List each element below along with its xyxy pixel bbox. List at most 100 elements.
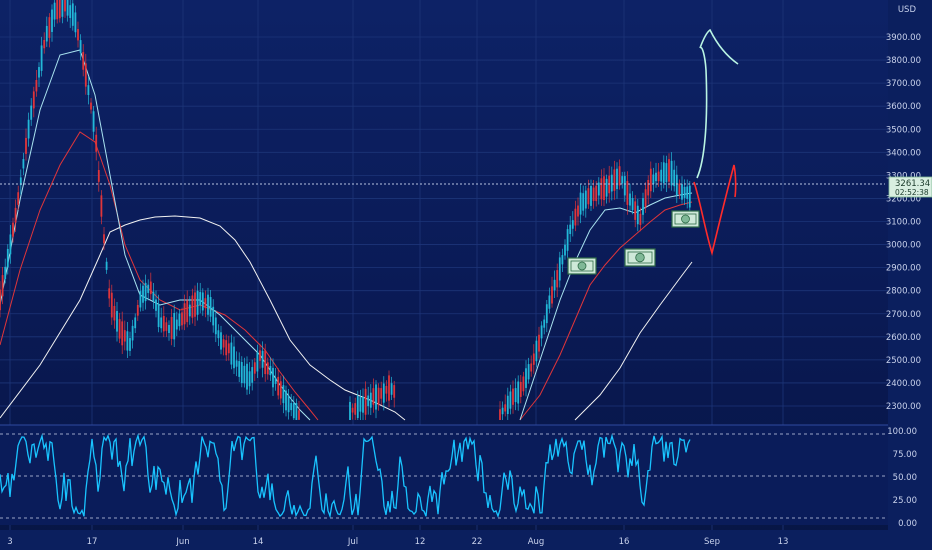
time-tick-label: Aug [528, 537, 545, 547]
price-badge: 3261.34 02:52:38 [888, 176, 932, 198]
candle-body [372, 388, 375, 405]
candle-body [240, 362, 243, 384]
candle-body [214, 317, 217, 335]
candle-body [390, 383, 393, 395]
candle-body [359, 397, 362, 412]
candle-body [551, 286, 553, 304]
candle-body [152, 291, 155, 301]
candle-body [74, 12, 77, 33]
currency-label: USD [898, 5, 917, 15]
candle-body [162, 315, 165, 332]
candle-body [183, 303, 186, 325]
time-tick-label: Jun [175, 537, 189, 547]
candle-body [90, 102, 92, 110]
candle-body [0, 289, 1, 311]
candle-body [35, 79, 38, 92]
candle-body [571, 220, 574, 229]
candle-body [639, 213, 642, 225]
candle-body [175, 319, 178, 330]
candle-body [634, 201, 637, 220]
ma-white-line-right [574, 261, 693, 421]
candle-body [269, 365, 272, 376]
candle-body [45, 25, 48, 42]
candle-body [532, 353, 535, 365]
bill-icon-3 [671, 210, 700, 228]
candle-body [157, 303, 160, 328]
candle-body [584, 190, 587, 209]
ma-light-line-right [519, 192, 693, 421]
user-drawings[interactable] [567, 28, 739, 275]
oscillator-background [0, 425, 888, 525]
candle-body [261, 350, 264, 368]
ma-red-line [0, 131, 319, 421]
candle-body [670, 160, 673, 186]
time-tick-label: 12 [415, 537, 426, 547]
candle-body [295, 403, 298, 420]
oscillator-pane[interactable] [0, 424, 888, 525]
candle-body [605, 178, 608, 197]
candle-body [165, 322, 168, 331]
candle-body [116, 311, 118, 332]
candle-body [147, 284, 150, 293]
candle-body [636, 205, 639, 225]
candle-body [43, 39, 46, 49]
candle-body [517, 381, 520, 404]
candle-body [501, 407, 504, 415]
candle-body [144, 282, 147, 302]
time-axis[interactable]: 3 17 Jun 14 Jul 12 22 Aug 16 Sep 13 [0, 530, 932, 550]
candle-body [597, 182, 600, 196]
price-tick-label: 3100.00 [886, 218, 921, 228]
candle-body [351, 407, 354, 413]
candle-body [259, 350, 261, 361]
candle-body [188, 304, 191, 317]
candle-body [66, 0, 69, 16]
candle-body [264, 350, 267, 375]
candle-body [64, 0, 66, 12]
candle-body [683, 186, 686, 198]
candle-body [71, 3, 74, 26]
candle-body [369, 392, 372, 408]
candle-body [95, 134, 98, 152]
candle-body [530, 363, 533, 372]
candle-body [582, 193, 585, 211]
price-tick-label: 3500.00 [886, 125, 921, 135]
price-tick-label: 3800.00 [886, 56, 921, 66]
candle-body [118, 319, 121, 339]
candle-body [48, 17, 51, 38]
candle-body [105, 261, 108, 270]
candle-body [79, 40, 82, 54]
candle-body [688, 185, 691, 208]
red-projection-arrow[interactable] [693, 164, 737, 257]
candle-body [574, 208, 577, 226]
time-tick-label: Sep [704, 537, 720, 547]
price-tick-label: 2400.00 [886, 379, 921, 389]
green-projection-arrow[interactable] [696, 28, 739, 179]
time-axis-background [0, 530, 932, 550]
candle-body [251, 367, 254, 383]
candle-body [181, 312, 183, 326]
candle-body [681, 184, 683, 200]
candle-body [626, 180, 629, 205]
candle-body [364, 388, 367, 415]
oscillator-tick-label: 25.00 [893, 496, 917, 506]
price-tick-label: 2700.00 [886, 310, 921, 320]
bill-icon-1 [567, 257, 597, 275]
candle-body [388, 375, 390, 401]
candle-body [610, 174, 613, 192]
candle-body [631, 198, 634, 211]
candle-body [522, 376, 525, 392]
price-tick-label: 3600.00 [886, 102, 921, 112]
candle-body [527, 364, 530, 380]
candle-body [274, 377, 277, 384]
price-tick-label: 2800.00 [886, 287, 921, 297]
candle-body [4, 266, 7, 280]
candle-body [256, 352, 259, 372]
candle-body [600, 178, 603, 200]
candle-body [168, 324, 170, 333]
candle-body [139, 291, 142, 308]
price-axis[interactable]: USD 3900.00 3800.00 3700.00 3600.00 3500.00 3… [886, 0, 932, 530]
candle-body [577, 205, 579, 217]
candle-body [220, 332, 222, 350]
